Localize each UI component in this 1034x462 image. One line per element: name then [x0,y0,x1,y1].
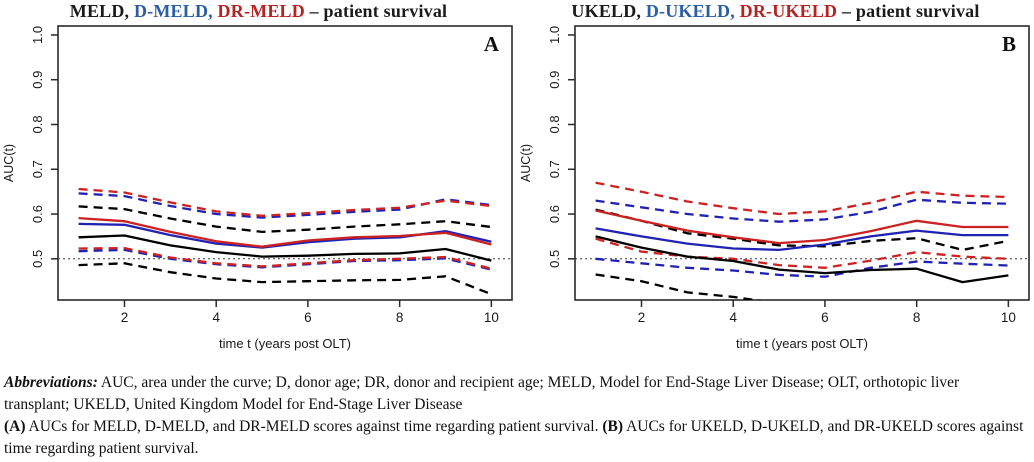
y-tick-label: 0.7 [547,160,562,178]
y-tick-label: 0.7 [30,160,45,178]
x-tick-label: 10 [484,310,499,325]
x-tick-label: 8 [913,310,921,325]
series-ukeld-lower-95-ci [595,273,763,300]
series-dr-meld-lower-95-ci [78,246,492,270]
y-axis-label: AUC(t) [519,144,533,182]
x-tick-label: 4 [729,310,737,325]
plot-box [57,25,513,301]
x-tick-label: 10 [1001,310,1016,325]
series-ukeld-upper-95-ci [595,208,1009,252]
panel-b-label: (B) [602,418,624,435]
x-axis-label: time t (years post OLT) [736,336,868,351]
panel-b-plot: 0.5 0.6 0.7 0.8 0.9 1.0 2 4 6 8 10 time t (years po… [519,25,1030,351]
title-part: DR-UKELD [734,1,838,21]
y-tick-label: 0.6 [547,205,562,223]
series-dr-ukeld-upper-95-ci [595,181,1009,216]
y-tick-label: 0.6 [30,205,45,223]
series-ukeld [595,235,1009,284]
x-tick-label: 4 [212,310,220,325]
panel-letter: B [1002,32,1016,56]
series-d-meld-lower-95-ci [78,248,492,271]
caption-panel-descriptions: (A) AUCs for MELD, D-MELD, and DR-MELD s… [4,416,1028,460]
series-meld [78,234,492,262]
series-meld-lower-95-ci [78,262,492,296]
abbreviations-text: AUC, area under the curve; D, donor age;… [4,374,960,413]
caption-abbreviations: Abbreviations: AUC, area under the curve… [4,372,1028,416]
title-part: UKELD, [571,1,642,21]
x-tick-label: 2 [638,310,646,325]
panel-a-plot: 0.5 0.6 0.7 0.8 0.9 1.0 2 4 6 8 10 time t (years po… [2,25,513,351]
series-d-ukeld-lower-95-ci [595,257,1009,278]
series-dr-meld [78,216,492,248]
abbreviations-label: Abbreviations: [4,374,98,391]
title-part: MELD, [69,1,130,21]
panel-a-title: MELD, D-MELD, DR-MELD – patient survival [70,0,448,22]
y-tick-label: 0.9 [30,71,45,89]
series-d-ukeld-upper-95-ci [595,198,1009,223]
chart-panels: MELD, D-MELD, DR-MELD – patient survival… [0,0,1034,370]
panel-a-description: AUCs for MELD, D-MELD, and DR-MELD score… [25,418,603,435]
x-tick-label: 8 [396,310,404,325]
title-part: D-UKELD, [641,1,735,21]
title-part: – patient survival [304,1,448,21]
title-part: D-MELD, [129,1,213,21]
panel-a-label: (A) [4,418,26,435]
series-dr-ukeld-lower-95-ci [595,237,1009,269]
x-tick-label: 2 [121,310,129,325]
title-part: DR-MELD [212,1,305,21]
y-tick-label: 0.5 [547,250,562,268]
y-tick-label: 0.5 [30,250,45,268]
panel-b-title: UKELD, D-UKELD, DR-UKELD – patient survi… [571,0,979,22]
series-dr-meld-upper-95-ci [78,187,492,217]
x-axis-label: time t (years post OLT) [219,336,351,351]
title-part: – patient survival [837,1,980,21]
panel-letter: A [484,32,500,56]
series-dr-ukeld [595,209,1009,245]
y-tick-label: 1.0 [30,26,45,44]
x-tick-label: 6 [821,310,829,325]
series-meld-upper-95-ci [78,205,492,234]
x-tick-label: 6 [304,310,312,325]
panel-b: UKELD, D-UKELD, DR-UKELD – patient survi… [517,0,1034,370]
plot-box [574,25,1030,301]
figure-caption: Abbreviations: AUC, area under the curve… [0,370,1034,460]
panel-b-description: AUCs for UKELD, D-UKELD, and DR-UKELD sc… [4,418,1024,457]
y-tick-label: 1.0 [547,26,562,44]
y-tick-label: 0.8 [547,115,562,133]
y-tick-label: 0.9 [547,71,562,89]
y-tick-label: 0.8 [30,115,45,133]
y-axis-label: AUC(t) [2,144,16,182]
series-d-ukeld [595,227,1009,252]
panel-a: MELD, D-MELD, DR-MELD – patient survival… [0,0,517,370]
